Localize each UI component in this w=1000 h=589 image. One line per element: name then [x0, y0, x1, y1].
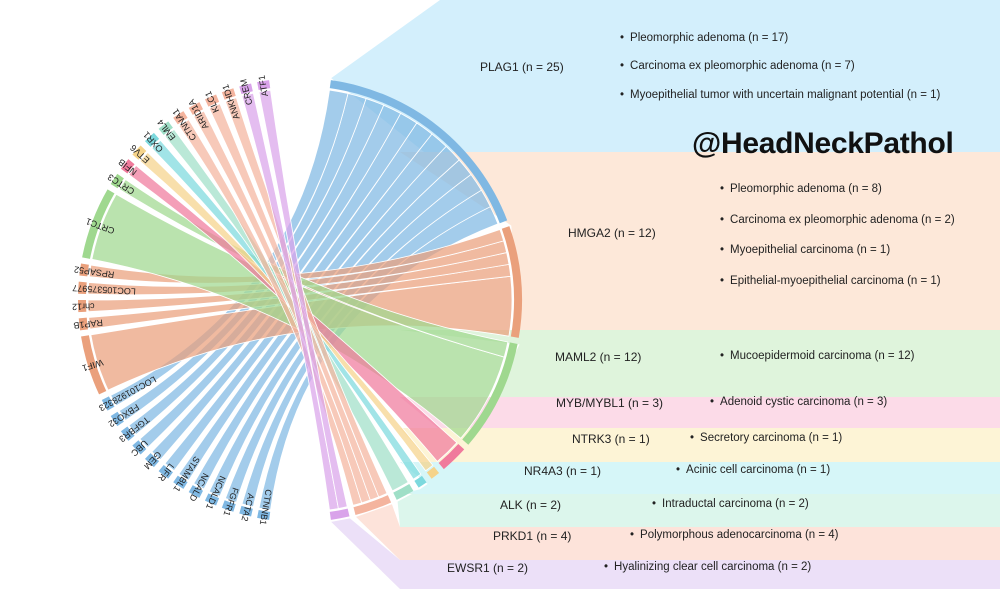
arc-lifr: [158, 464, 173, 479]
arc-ncald: [188, 485, 204, 498]
tumor-item: Polymorphous adenocarcinoma (n = 4): [630, 529, 838, 541]
arc-nfib: [120, 159, 135, 174]
arc-loc105375977: [78, 281, 87, 295]
panel-label-ewsr1: EWSR1 (n = 2): [447, 561, 529, 575]
arc-ntrk3: [426, 466, 440, 479]
arc-hmga2: [501, 226, 522, 338]
tumor-item: Carcinoma ex pleomorphic adenoma (n = 7): [620, 60, 855, 72]
tumor-item: Intraductal carcinoma (n = 2): [652, 498, 809, 510]
ribbon-oxr1: [151, 139, 422, 480]
arc-ewsr1: [329, 508, 350, 520]
arc-ctnna1: [173, 111, 188, 125]
gene-label-lifr: LIFR: [156, 462, 176, 484]
tumor-item: Acinic cell carcinoma (n = 1): [676, 464, 830, 476]
ribbon-etv6: [139, 151, 434, 472]
panel-label-plag1: PLAG1 (n = 25): [480, 60, 564, 74]
arc-ctnnb1: [257, 509, 271, 520]
arc-loc101928323: [101, 396, 115, 411]
arc-chr12: [78, 300, 87, 313]
panel-label-prkd1: PRKD1 (n = 4): [493, 529, 572, 543]
arc-nr4a3: [414, 475, 427, 488]
arc-ubc: [132, 440, 147, 455]
tumor-item: Mucoepidermoid carcinoma (n = 12): [720, 350, 914, 362]
panel-hmga2: [400, 152, 1000, 339]
arc-stambl1: [173, 475, 188, 489]
panel-ntrk3: [400, 428, 1000, 481]
arc-crtc3: [110, 173, 124, 189]
arcs-layer: [78, 80, 522, 520]
arc-crem: [239, 83, 253, 95]
gene-label-ubc: UBC: [129, 438, 150, 459]
arc-gem: [144, 453, 160, 468]
panel-myb: [400, 397, 1000, 471]
arc-ncald1: [204, 493, 220, 506]
arc-eml4: [158, 121, 173, 136]
panel-label-alk: ALK (n = 2): [500, 498, 562, 512]
arc-maml2: [462, 342, 518, 445]
panels-layer: [331, 0, 1000, 589]
arc-ankhd1: [221, 88, 236, 100]
arc-oxr1: [144, 132, 160, 147]
tumor-item: Epithelial-myoepithelial carcinoma (n = …: [720, 275, 941, 287]
ribbons-layer: [87, 89, 513, 511]
gene-label-loc105375977: LOC105375977: [72, 283, 136, 296]
tumor-item: Pleomorphic adenoma (n = 17): [620, 32, 788, 44]
gene-label-nfib: NFIB: [116, 157, 138, 177]
panel-ewsr1: [331, 518, 1000, 589]
arc-klc1: [204, 94, 220, 107]
panel-plag1: [331, 0, 1000, 220]
panel-label-hmga2: HMGA2 (n = 12): [568, 226, 656, 240]
gene-label-chr12: chr12: [72, 301, 95, 312]
arc-tgfbr3: [120, 426, 135, 441]
tumor-item: Secretory carcinoma (n = 1): [690, 432, 842, 444]
panel-label-nr4a3: NR4A3 (n = 1): [524, 464, 602, 478]
arc-fbxo32: [110, 411, 124, 427]
tumor-item: Carcinoma ex pleomorphic adenoma (n = 2): [720, 214, 955, 226]
arc-crtc1: [82, 189, 115, 259]
ribbon-nfib: [128, 164, 458, 463]
gene-label-rap1b: RAP1B: [73, 317, 103, 330]
arc-atf1: [257, 80, 271, 91]
arc-wif1: [81, 335, 107, 395]
gene-label-crem: CREM: [238, 78, 254, 106]
ribbon-atf1: [258, 89, 348, 509]
tumor-item: Hyalinizing clear cell carcinoma (n = 2): [604, 561, 811, 573]
arc-rpsap52: [79, 263, 89, 277]
tumor-item: Adenoid cystic carcinoma (n = 3): [710, 396, 887, 408]
panel-label-myb: MYB/MYBL1 (n = 3): [556, 396, 664, 410]
arc-etv6: [132, 145, 147, 160]
tumor-item: Pleomorphic adenoma (n = 8): [720, 183, 882, 195]
arc-prkd1: [353, 495, 392, 515]
panel-label-ntrk3: NTRK3 (n = 1): [572, 432, 650, 446]
tumor-item: Myoepithelial carcinoma (n = 1): [720, 244, 890, 256]
arc-arid1a: [188, 102, 204, 115]
arc-alk: [393, 483, 414, 500]
arc-acta2: [239, 505, 253, 517]
gene-label-atf1: ATF1: [257, 74, 270, 97]
panel-label-maml2: MAML2 (n = 12): [555, 350, 642, 364]
arc-fgfr1: [221, 500, 236, 512]
panel-nr4a3: [400, 462, 1000, 494]
arc-rap1b: [78, 317, 89, 331]
arc-myb: [438, 444, 465, 470]
twitter-handle: @HeadNeckPathol: [692, 127, 954, 160]
tumor-item: Myoepithelial tumor with uncertain malig…: [620, 89, 940, 101]
